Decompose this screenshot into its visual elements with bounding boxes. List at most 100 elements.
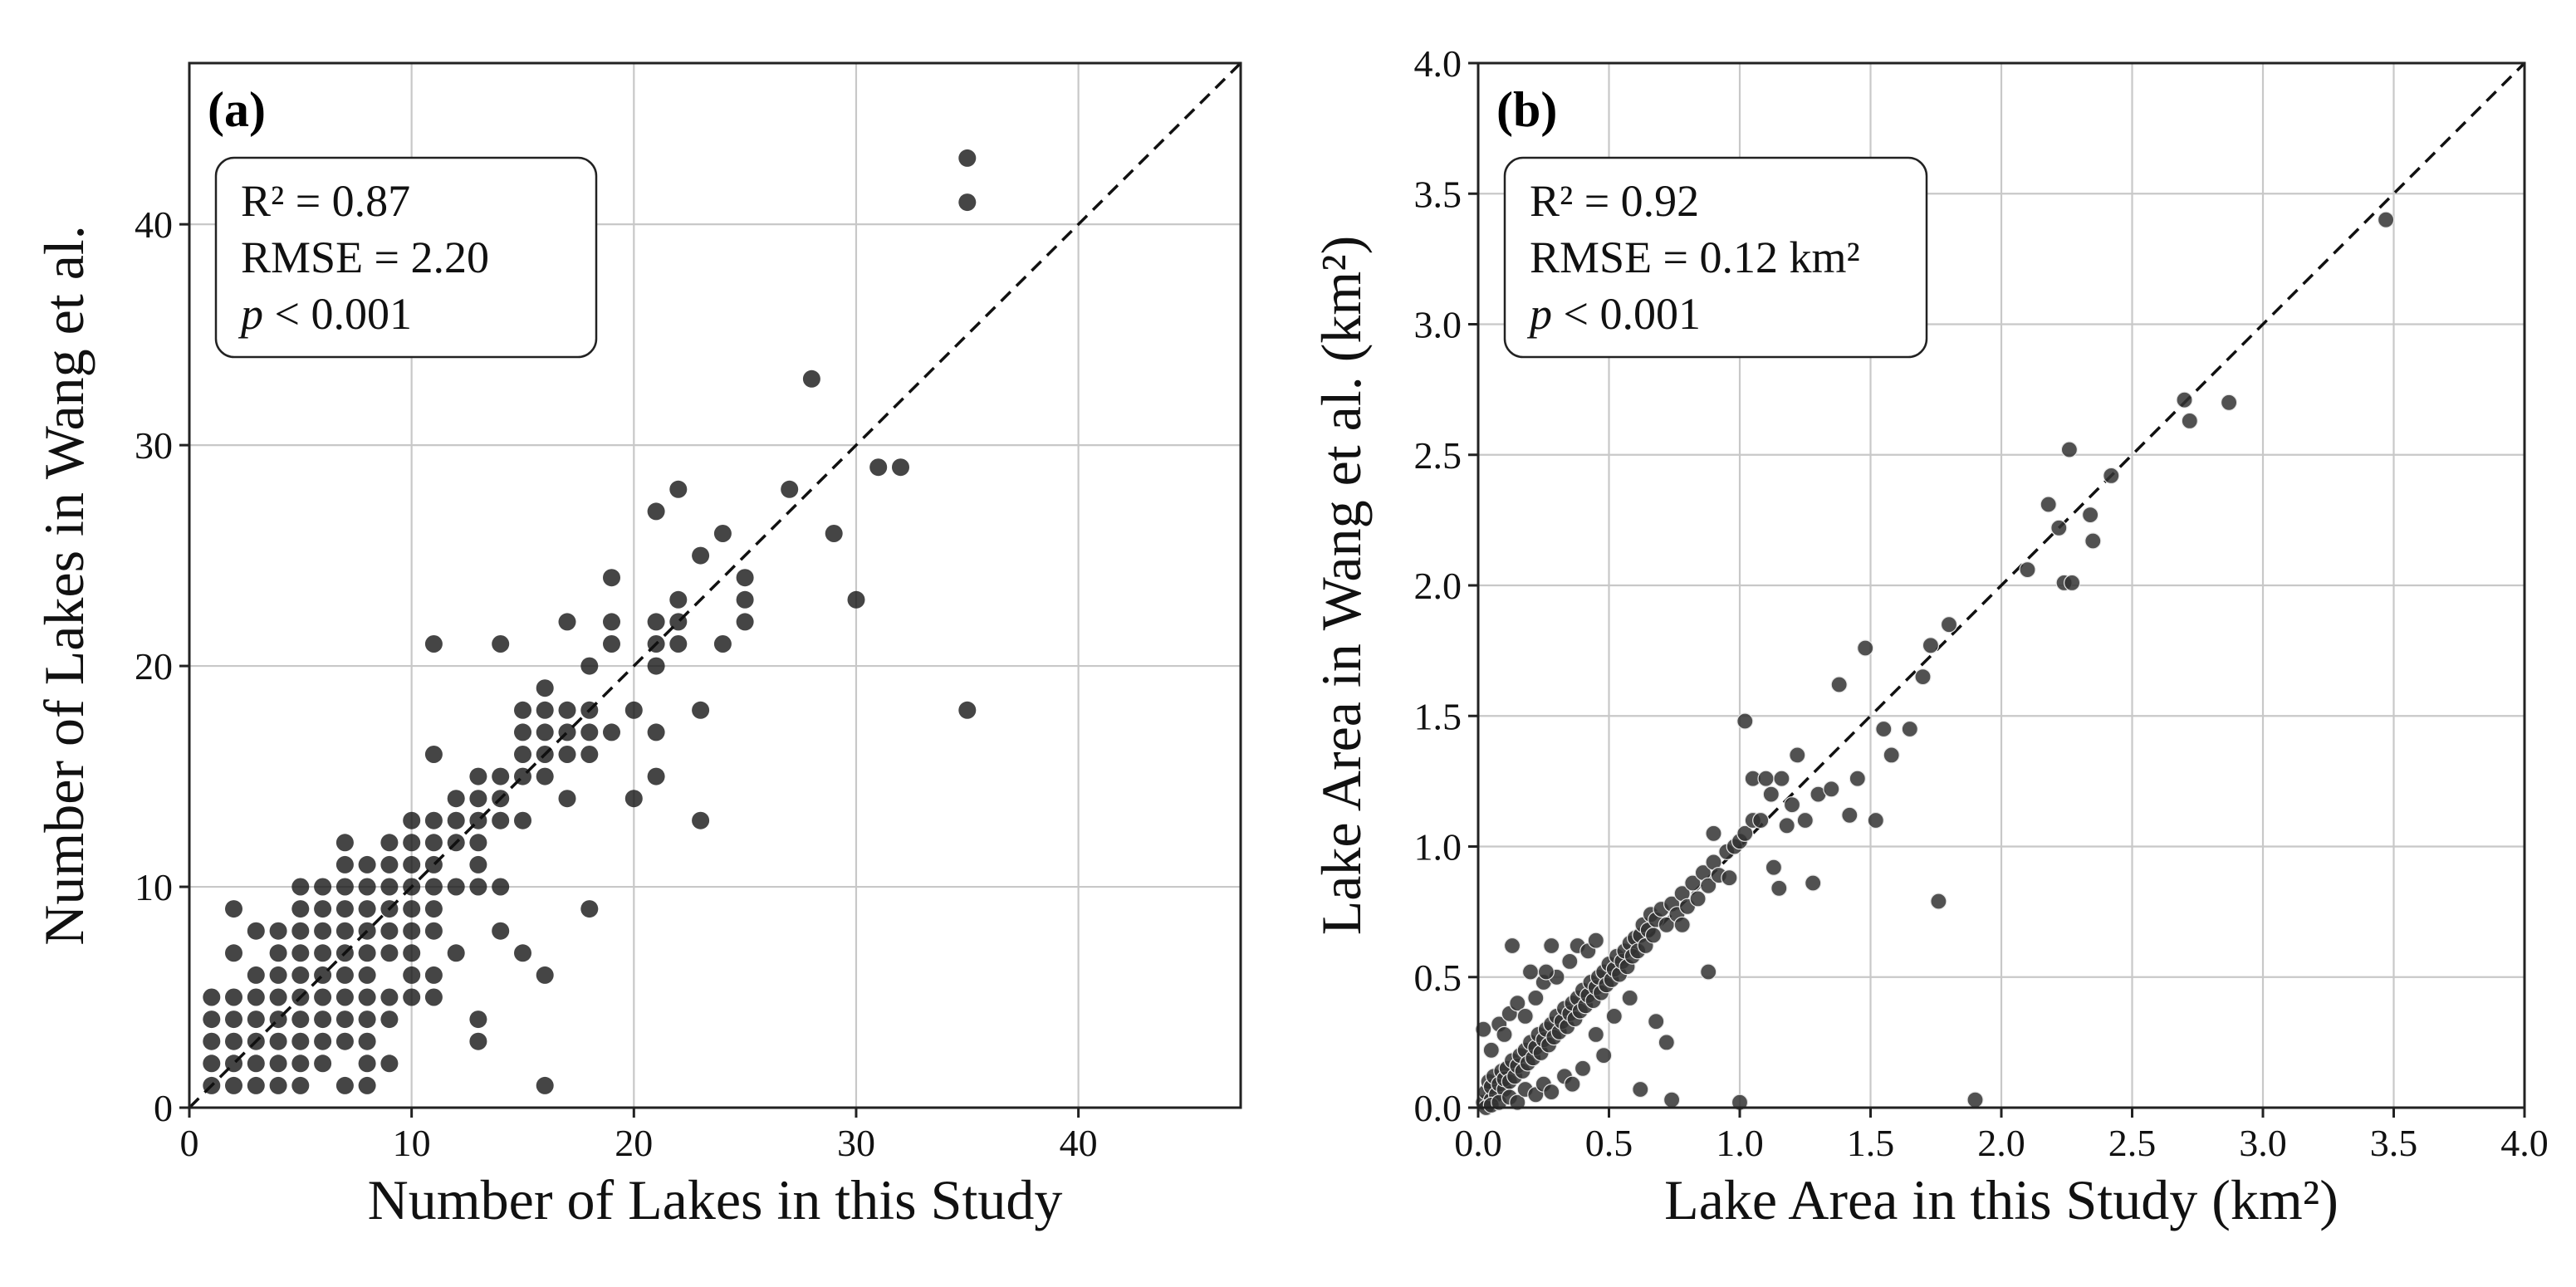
data-point <box>358 1032 376 1050</box>
data-point <box>1537 963 1555 981</box>
data-point <box>1648 1013 1665 1030</box>
data-point <box>247 988 265 1006</box>
data-point <box>358 878 376 896</box>
data-point <box>291 922 310 940</box>
data-point <box>424 811 443 829</box>
data-point <box>1705 825 1722 842</box>
data-point <box>1823 781 1840 798</box>
data-point <box>269 1032 287 1050</box>
data-point <box>847 590 865 609</box>
data-point <box>825 525 843 542</box>
data-point <box>447 878 465 896</box>
data-point <box>291 988 310 1006</box>
data-point <box>403 944 421 962</box>
data-point <box>536 1076 554 1094</box>
y-tick-label: 0.5 <box>1414 957 1462 999</box>
data-point <box>1914 668 1932 686</box>
data-point <box>1503 937 1521 955</box>
stats-box <box>214 156 598 359</box>
data-point <box>335 1076 354 1094</box>
y-tick-label: 4.0 <box>1414 42 1462 85</box>
data-point <box>2103 467 2120 485</box>
data-point <box>269 922 287 940</box>
data-point <box>247 1055 265 1073</box>
y-axis-label: Number of Lakes in Wang et al. <box>32 225 95 946</box>
p-value-text: p < 0.001 <box>1526 289 1701 339</box>
data-point <box>1496 1025 1513 1044</box>
data-point <box>1765 859 1782 876</box>
data-point <box>692 701 710 719</box>
data-point <box>1482 1041 1500 1059</box>
data-point <box>1543 1083 1560 1101</box>
data-point <box>225 1055 242 1073</box>
data-point <box>447 790 465 808</box>
data-point <box>335 834 354 852</box>
data-point <box>269 966 287 984</box>
p-value-text: p < 0.001 <box>238 289 412 339</box>
data-point <box>692 811 710 829</box>
data-point <box>1930 893 1947 910</box>
data-point <box>469 1011 487 1029</box>
data-point <box>314 988 332 1006</box>
data-point <box>380 900 399 918</box>
data-point <box>380 944 399 962</box>
data-point <box>403 966 421 984</box>
data-point <box>536 723 554 741</box>
data-point <box>469 767 487 785</box>
data-point <box>1966 1091 1984 1108</box>
data-point <box>424 855 443 873</box>
data-point <box>335 878 354 896</box>
data-point <box>424 966 443 984</box>
data-point <box>647 657 665 675</box>
data-point <box>2176 391 2193 409</box>
data-point <box>447 944 465 962</box>
data-point <box>1605 1007 1623 1025</box>
data-point <box>358 944 376 962</box>
data-point <box>314 878 332 896</box>
panel-label: (b) <box>1496 82 1557 137</box>
data-point <box>558 701 576 719</box>
data-point <box>1805 874 1822 892</box>
data-point <box>603 569 620 587</box>
data-point <box>580 657 599 675</box>
data-point <box>314 966 332 984</box>
data-point <box>225 944 242 962</box>
data-point <box>358 900 376 918</box>
data-point <box>380 878 399 896</box>
data-point <box>314 1011 332 1029</box>
x-tick-label: 0 <box>180 1122 199 1164</box>
data-point <box>424 746 443 763</box>
data-point <box>1857 639 1874 657</box>
data-point <box>225 1011 242 1029</box>
panel-b-scatter: 0.0 0.5 1.0 1.5 2.0 2.5 3.0 3.5 4.0 0.0 0.5 1.0 1.5 2… <box>1310 42 2549 1231</box>
data-point <box>469 834 487 852</box>
data-point <box>669 613 688 631</box>
data-point <box>225 1076 242 1094</box>
data-point <box>2084 532 2102 550</box>
data-point <box>669 480 688 498</box>
data-point <box>536 701 554 719</box>
data-point <box>1867 811 1884 829</box>
x-tick-label: 1.5 <box>1847 1122 1895 1164</box>
data-point <box>1849 770 1866 787</box>
y-tick-label: 3.5 <box>1414 173 1462 215</box>
data-point <box>1883 746 1900 764</box>
r-squared-text: R² = 0.87 <box>241 176 410 226</box>
x-tick-label: 3.5 <box>2370 1122 2418 1164</box>
data-point <box>1789 746 1806 764</box>
data-point <box>736 590 754 609</box>
data-point <box>335 922 354 940</box>
data-point <box>403 855 421 873</box>
x-tick-label: 1.0 <box>1716 1122 1764 1164</box>
data-point <box>1901 720 1918 738</box>
data-point <box>447 811 465 829</box>
data-point <box>225 1032 242 1050</box>
y-tick-label: 30 <box>135 424 173 467</box>
data-point <box>314 900 332 918</box>
data-point <box>1940 616 1958 634</box>
data-point <box>269 1011 287 1029</box>
data-point <box>492 878 510 896</box>
data-point <box>514 767 531 785</box>
data-point <box>647 767 665 785</box>
